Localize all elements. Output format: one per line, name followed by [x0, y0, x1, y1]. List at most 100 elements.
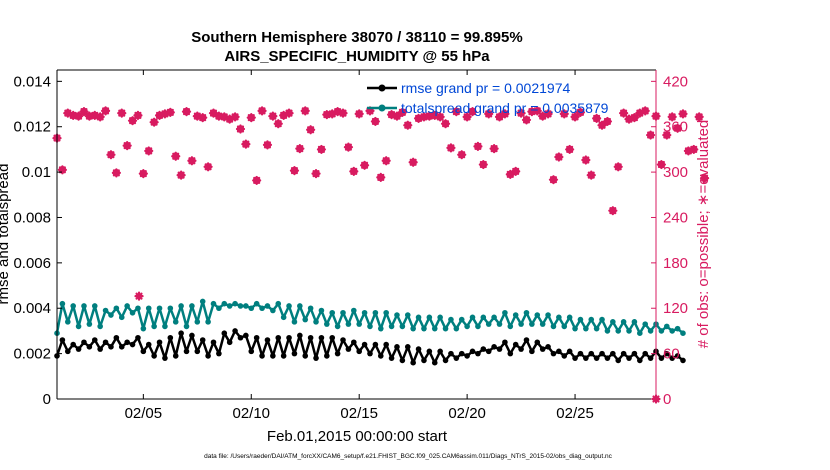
obs-evaluated-point [262, 140, 273, 150]
totalspread-point [113, 305, 120, 312]
obs-evaluated-point [516, 108, 526, 118]
totalspread-point [518, 321, 524, 327]
obs-evaluated-point [694, 112, 704, 122]
rmse-point [561, 353, 568, 359]
rmse-point [340, 337, 346, 343]
totalspread-point [145, 305, 152, 312]
totalspread-point [286, 303, 292, 309]
totalspread-point [663, 323, 670, 330]
rmse-point [70, 341, 76, 348]
totalspread-point [86, 321, 93, 327]
totalspread-point [469, 314, 476, 321]
rmse-point [75, 346, 82, 352]
y-right-tick-label: 60 [663, 346, 680, 363]
totalspread-point [226, 303, 233, 309]
totalspread-point [307, 305, 314, 312]
rmse-point [604, 355, 611, 361]
rmse-point [448, 350, 454, 357]
obs-evaluated-point [467, 106, 478, 117]
totalspread-point [534, 312, 541, 318]
obs-evaluated-point [392, 111, 402, 121]
rmse-point [610, 350, 616, 357]
rmse-point [216, 350, 222, 357]
rmse-point [156, 339, 163, 346]
totalspread-point [75, 323, 82, 330]
rmse-point [259, 353, 265, 359]
obs-evaluated-point [656, 159, 666, 170]
totalspread-point [674, 325, 681, 332]
obs-evaluated-point [289, 165, 300, 176]
totalspread-point [485, 321, 492, 327]
obs-evaluated-point [111, 168, 121, 178]
rmse-point [291, 350, 298, 357]
obs-evaluated-point [306, 125, 316, 135]
rmse-point [507, 350, 514, 357]
obs-evaluated-point [451, 106, 461, 117]
rmse-point [205, 353, 211, 359]
rmse-point [637, 357, 643, 364]
rmse-point [415, 346, 422, 352]
rmse-point [453, 355, 460, 361]
rmse-point [388, 355, 395, 361]
obs-evaluated-point [117, 108, 127, 118]
obs-evaluated-point [79, 106, 89, 117]
totalspread-point [108, 312, 114, 318]
obs-evaluated-point [295, 144, 305, 154]
rmse-point [469, 348, 476, 355]
totalspread-point [189, 303, 195, 309]
legend-rmse-marker [378, 84, 386, 92]
y-right-tick-label: 180 [663, 255, 688, 272]
rmse-point [275, 334, 282, 341]
rmse-point [226, 339, 233, 346]
totalspread-point [253, 300, 260, 307]
y-left-tick-label: 0.006 [13, 255, 51, 272]
y-left-tick-label: 0.004 [13, 300, 51, 317]
x-tick-label: 02/10 [232, 405, 270, 422]
obs-evaluated-point [343, 142, 354, 152]
totalspread-point [572, 325, 578, 332]
totalspread-point [124, 303, 130, 309]
rmse-point [577, 350, 584, 357]
rmse-point [145, 341, 152, 348]
obs-evaluated-point [165, 107, 175, 117]
totalspread-point [259, 305, 265, 312]
totalspread-point [334, 323, 341, 330]
obs-evaluated-point [257, 106, 267, 116]
rmse-point [318, 334, 325, 341]
obs-evaluated-point [532, 106, 542, 116]
rmse-point [194, 348, 201, 355]
rmse-point [647, 355, 654, 361]
rmse-point [345, 346, 352, 352]
axes-frame [56, 69, 657, 400]
rmse-point [572, 355, 578, 361]
obs-evaluated-point [338, 108, 348, 118]
obs-evaluated-point [176, 170, 186, 180]
totalspread-point [156, 305, 163, 312]
obs-evaluated-point [640, 106, 650, 116]
obs-evaluated-point [181, 106, 192, 117]
rmse-point [485, 348, 492, 355]
y-left-tick-label: 0.002 [13, 346, 51, 363]
obs-evaluated-point [316, 144, 327, 155]
obs-evaluated-point [349, 166, 359, 176]
totalspread-point [410, 325, 416, 332]
obs-evaluated-point [311, 169, 321, 179]
obs-evaluated-point [73, 111, 84, 121]
rmse-point [286, 334, 292, 341]
rmse-point [556, 348, 562, 355]
x-tick-label: 02/15 [340, 405, 378, 422]
obs-evaluated-point [689, 144, 699, 155]
totalspread-point [388, 323, 395, 330]
rmse-point [221, 330, 228, 337]
rmse-point [64, 348, 71, 355]
obs-evaluated-point [446, 143, 456, 153]
totalspread-point [280, 314, 287, 321]
obs-evaluated-point [462, 112, 472, 122]
obs-evaluated-point [521, 115, 532, 125]
totalspread-point [81, 303, 87, 309]
totalspread-point [615, 328, 622, 334]
rmse-point [680, 357, 686, 364]
obs-evaluated-point [554, 152, 564, 162]
rmse-point [588, 350, 595, 357]
